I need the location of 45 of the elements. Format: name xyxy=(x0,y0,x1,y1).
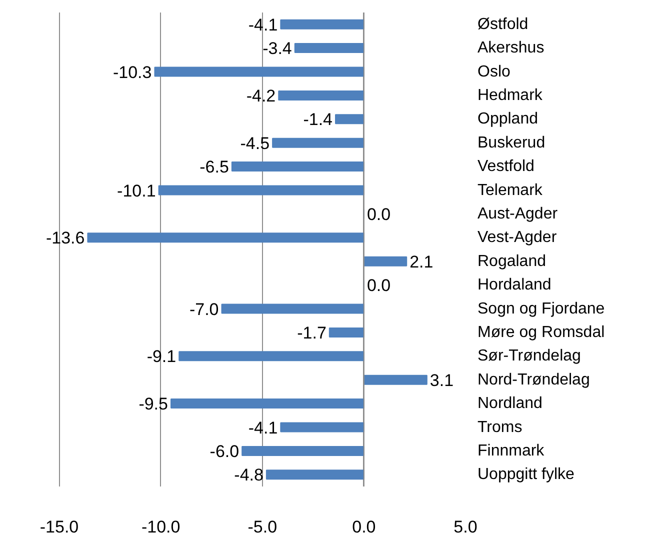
y-tick-label: Telemark xyxy=(478,182,544,199)
data-label: -10.1 xyxy=(117,181,156,200)
y-tick-label: Møre og Romsdal xyxy=(478,324,605,341)
data-label: -10.3 xyxy=(112,62,152,82)
y-tick-label: Finnmark xyxy=(478,442,546,460)
data-label: 0.0 xyxy=(366,204,391,224)
data-label: -9.5 xyxy=(138,394,168,414)
x-tick-label: 0.0 xyxy=(352,518,376,536)
x-tick-label: -5.0 xyxy=(248,518,278,536)
y-tick-label: Nordland xyxy=(478,395,542,412)
data-label: -4.5 xyxy=(240,134,270,153)
data-label: -1.7 xyxy=(297,323,326,342)
x-tick-label: 5.0 xyxy=(454,518,478,536)
y-tick-label: Sogn og Fjordane xyxy=(478,300,605,318)
y-tick-label: Østfold xyxy=(478,16,528,33)
y-tick-label: Nord-Trøndelag xyxy=(478,371,590,388)
y-tick-label: Aust-Agder xyxy=(478,205,558,222)
y-tick-label: Hedmark xyxy=(478,86,544,104)
data-label: -6.5 xyxy=(200,158,229,177)
y-tick-label: Oppland xyxy=(478,110,538,128)
y-tick-label: Sør-Trøndelag xyxy=(478,348,581,365)
data-label: -4.8 xyxy=(234,466,264,485)
data-label: 3.1 xyxy=(430,370,454,390)
y-tick-label: Vest-Agder xyxy=(478,229,558,246)
data-label: 2.1 xyxy=(410,252,434,272)
y-tick-label: Rogaland xyxy=(478,252,546,270)
y-tick-label: Buskerud xyxy=(478,134,546,152)
data-label: 0.0 xyxy=(366,276,391,296)
data-label: -4.1 xyxy=(248,418,278,438)
data-label: -7.0 xyxy=(189,300,219,319)
y-tick-label: Hordaland xyxy=(478,276,552,294)
data-label: -4.1 xyxy=(248,15,278,34)
data-label: -3.4 xyxy=(262,39,292,58)
data-label: -9.1 xyxy=(146,347,176,366)
y-tick-label: Akershus xyxy=(478,40,544,57)
x-tick-label: -15.0 xyxy=(40,518,79,536)
data-label: -4.2 xyxy=(246,86,276,106)
y-tick-label: Troms xyxy=(478,418,522,436)
y-tick-label: Vestfold xyxy=(478,158,534,176)
data-label: -6.0 xyxy=(210,442,240,461)
x-tick-label: -10.0 xyxy=(141,518,180,536)
data-label: -13.6 xyxy=(46,228,85,248)
y-tick-label: Uoppgitt fylke xyxy=(478,466,575,484)
data-label: -1.4 xyxy=(303,110,333,130)
y-tick-label: Oslo xyxy=(478,63,510,80)
